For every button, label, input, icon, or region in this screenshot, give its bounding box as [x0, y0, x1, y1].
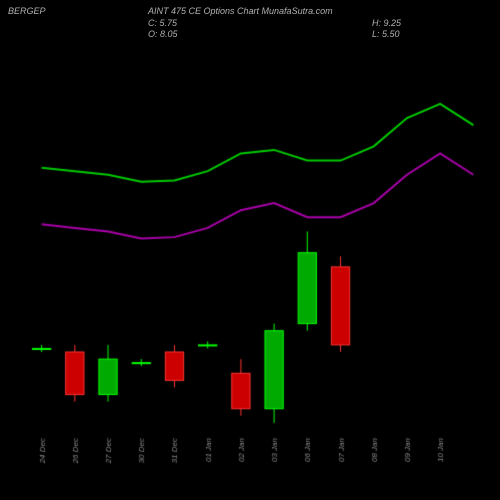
ticker-symbol: BERGEP [8, 6, 128, 18]
chart-header: BERGEP AINT 475 CE Options Chart MunafaS… [0, 0, 500, 47]
price-chart-canvas [0, 0, 500, 500]
close-price-label: C: 5.75 [148, 18, 177, 28]
high-price-label: H: 9.25 [372, 18, 492, 30]
open-price-label: O: 8.05 [148, 29, 178, 39]
chart-title: AINT 475 CE Options Chart MunafaSutra.co… [148, 6, 372, 18]
low-price-label: L: 5.50 [372, 29, 492, 41]
